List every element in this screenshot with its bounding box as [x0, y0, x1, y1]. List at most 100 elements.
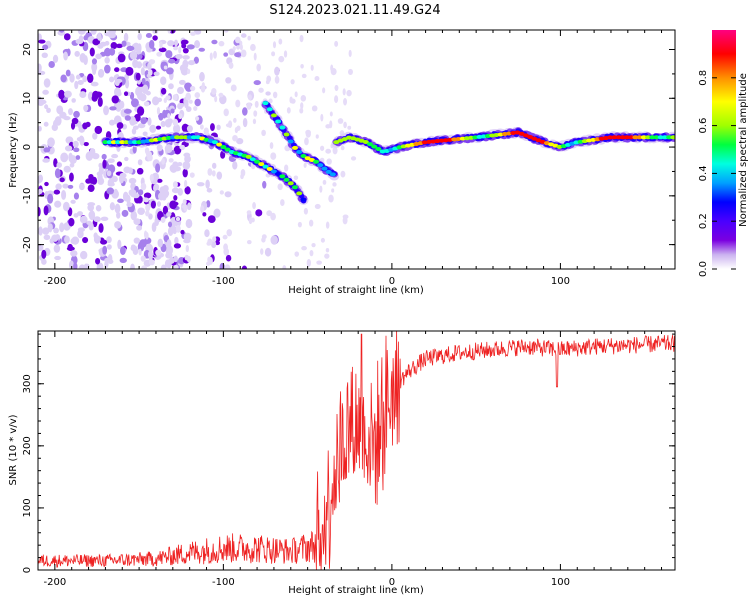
- noise-speckle: [43, 205, 49, 216]
- spectral-ridge-core: [628, 135, 635, 140]
- noise-speckle: [329, 120, 333, 129]
- noise-speckle: [184, 254, 189, 261]
- noise-speckle: [218, 40, 225, 47]
- noise-speckle: [160, 264, 167, 269]
- spectral-ridge-core: [270, 169, 277, 174]
- noise-speckle: [190, 85, 196, 92]
- noise-speckle: [52, 119, 58, 130]
- noise-speckle: [311, 105, 318, 112]
- noise-speckle: [184, 186, 191, 195]
- noise-speckle: [213, 208, 221, 218]
- noise-speckle: [330, 67, 337, 76]
- noise-speckle: [169, 257, 175, 264]
- noise-speckle: [156, 144, 163, 152]
- noise-speckle: [242, 117, 248, 128]
- noise-speckle: [180, 229, 185, 235]
- noise-speckle: [106, 170, 112, 177]
- noise-speckle: [294, 251, 300, 257]
- spectral-ridge-core: [262, 164, 269, 169]
- noise-speckle: [38, 226, 43, 236]
- noise-speckle: [109, 202, 116, 211]
- spectral-ridge-core: [249, 157, 256, 162]
- noise-speckle: [314, 203, 321, 209]
- noise-speckle: [326, 158, 332, 165]
- noise-speckle: [256, 63, 261, 72]
- noise-speckle: [124, 73, 129, 81]
- noise-speckle: [233, 117, 237, 123]
- noise-speckle: [143, 101, 150, 107]
- noise-speckle: [343, 121, 347, 129]
- noise-speckle: [73, 262, 78, 269]
- noise-speckle: [80, 250, 88, 260]
- noise-speckle: [348, 49, 352, 58]
- noise-speckle: [224, 191, 232, 198]
- noise-speckle: [216, 171, 223, 180]
- noise-speckle: [204, 229, 210, 238]
- noise-speckle: [236, 125, 241, 131]
- noise-speckle: [78, 264, 86, 269]
- noise-speckle: [88, 174, 94, 181]
- noise-speckle: [305, 130, 311, 138]
- noise-speckle: [157, 192, 165, 201]
- noise-speckle: [133, 237, 141, 244]
- noise-speckle: [270, 152, 277, 160]
- noise-speckle: [174, 236, 179, 245]
- spectrogram-x-ticks: -200 -100 0 100: [37, 30, 663, 287]
- noise-speckle: [178, 113, 183, 120]
- spectral-ridge-core: [182, 135, 189, 140]
- noise-speckle: [38, 243, 44, 252]
- noise-speckle: [168, 58, 176, 64]
- noise-speckle: [131, 128, 137, 135]
- noise-speckle: [303, 162, 307, 168]
- noise-speckle: [185, 218, 193, 229]
- noise-speckle: [187, 60, 196, 66]
- noise-speckle: [247, 94, 252, 101]
- colorbar-tick-label: 0.6: [698, 118, 709, 134]
- noise-speckle: [337, 118, 344, 124]
- noise-speckle: [225, 254, 232, 262]
- noise-speckle: [331, 188, 335, 193]
- noise-speckle: [156, 106, 161, 115]
- noise-speckle: [194, 40, 201, 49]
- noise-speckle: [165, 95, 171, 100]
- noise-speckle: [162, 205, 169, 215]
- noise-speckle: [182, 168, 188, 178]
- spectral-ridge-core: [653, 135, 660, 140]
- noise-speckle: [167, 40, 175, 47]
- noise-speckle: [68, 217, 75, 227]
- noise-speckle: [70, 250, 78, 257]
- noise-speckle: [334, 84, 339, 92]
- noise-speckle: [121, 40, 127, 47]
- noise-speckle: [300, 102, 304, 110]
- noise-speckle: [89, 178, 95, 184]
- colorbar-gradient: [712, 30, 736, 269]
- noise-speckle: [62, 183, 69, 189]
- noise-speckle: [240, 49, 247, 58]
- noise-speckle: [179, 64, 187, 72]
- noise-speckle: [254, 100, 259, 108]
- noise-speckle: [347, 68, 353, 75]
- noise-speckle: [247, 35, 251, 41]
- spectral-ridge-core: [321, 166, 328, 171]
- noise-speckle: [64, 235, 70, 244]
- noise-speckle: [184, 100, 189, 109]
- noise-speckle: [173, 127, 179, 133]
- noise-speckle: [104, 56, 110, 64]
- noise-speckle: [266, 75, 272, 83]
- noise-speckle: [126, 45, 135, 51]
- noise-speckle: [181, 123, 189, 133]
- noise-speckle: [117, 239, 122, 250]
- noise-speckle: [111, 153, 119, 159]
- noise-speckle: [202, 212, 207, 217]
- noise-speckle: [172, 226, 178, 235]
- noise-speckle: [347, 125, 352, 130]
- noise-speckle: [150, 200, 156, 209]
- noise-speckle: [173, 145, 182, 155]
- noise-speckle: [38, 125, 42, 132]
- noise-speckle: [262, 180, 267, 189]
- noise-speckle: [113, 188, 119, 199]
- noise-speckle: [106, 244, 112, 250]
- noise-speckle: [172, 161, 179, 169]
- noise-speckle: [155, 125, 162, 130]
- noise-speckle: [158, 47, 167, 53]
